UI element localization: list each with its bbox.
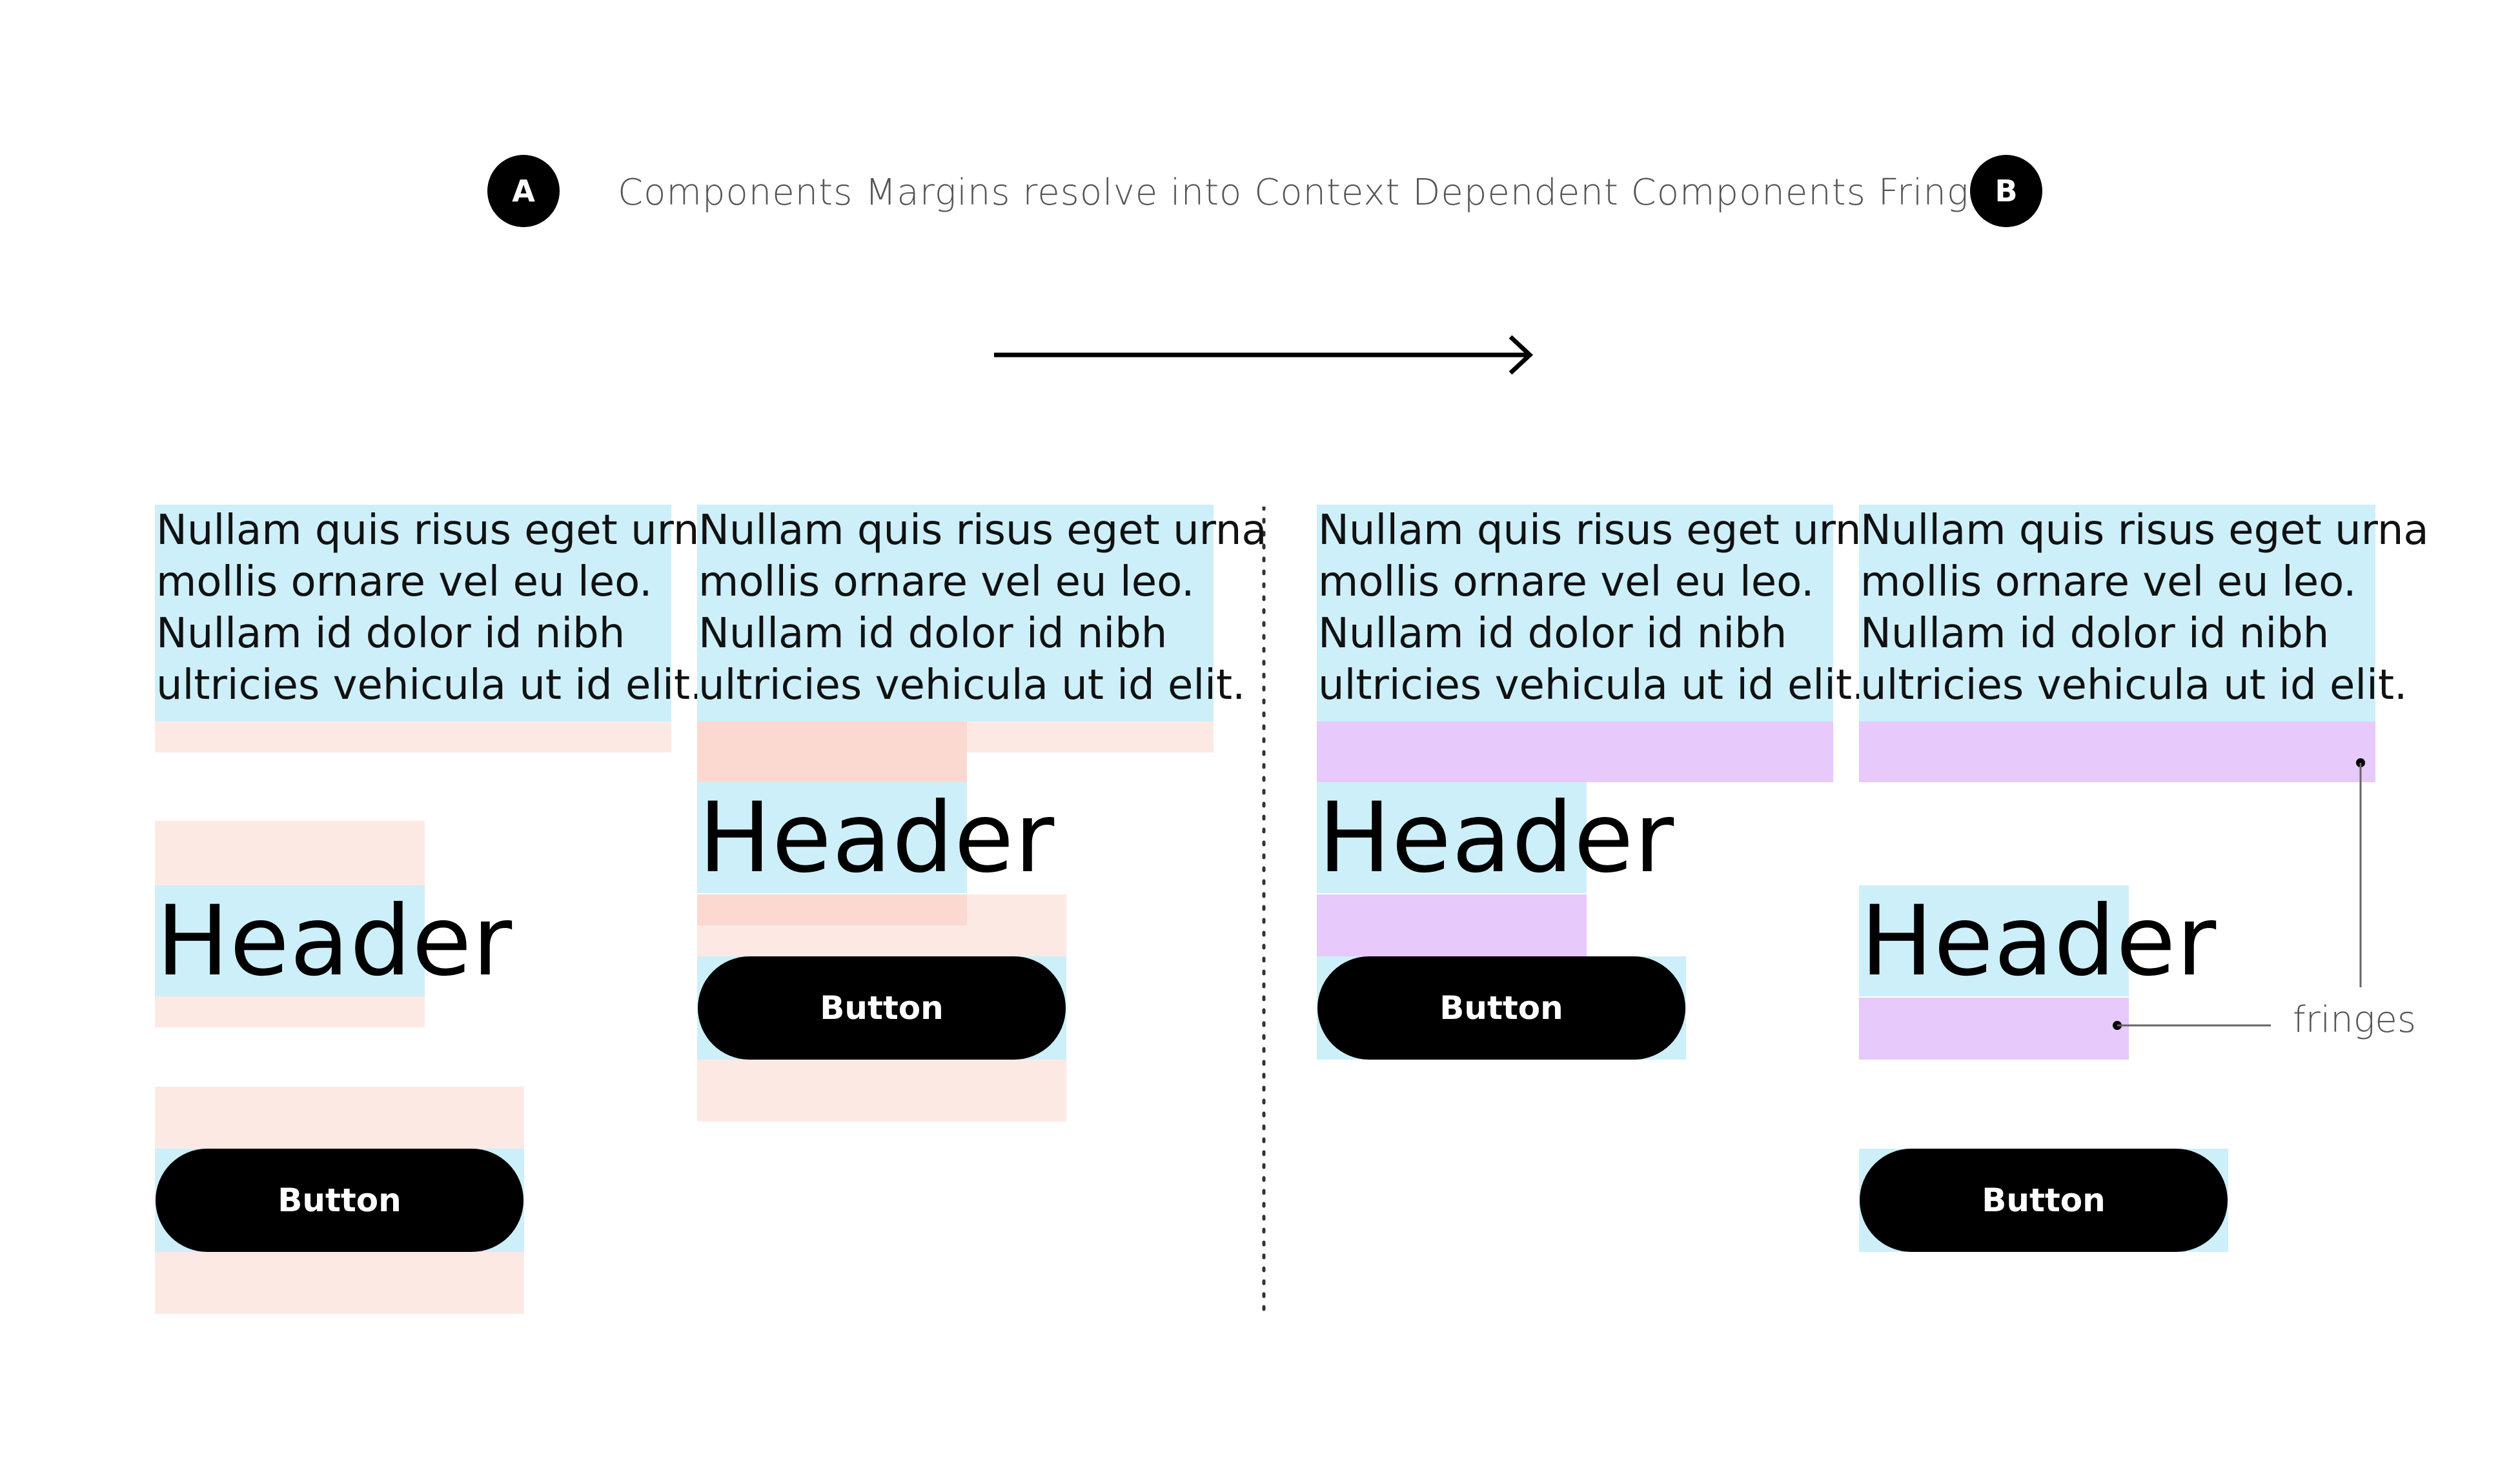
badge-b: B (1970, 155, 2042, 227)
b2-paragraph-fringe (1859, 721, 2375, 782)
b1-button[interactable]: Button (1317, 956, 1685, 1060)
paragraph-line: Nullam id dolor id nibh (1318, 610, 1787, 658)
arrow-right-icon (994, 335, 1534, 375)
a2-button-margin-bottom (697, 1060, 1066, 1122)
b2-header: Header (1860, 885, 2217, 998)
b2-button[interactable]: Button (1860, 1149, 2228, 1252)
badge-a-label: A (512, 174, 535, 208)
badge-b-label: B (1995, 174, 2018, 208)
paragraph-line: Nullam id dolor id nibh (156, 610, 625, 658)
b2-paragraph: Nullam quis risus eget urna mollis ornar… (1860, 505, 2429, 711)
a2-paragraph-content (697, 505, 1214, 721)
a1-paragraph: Nullam quis risus eget urna mollis ornar… (156, 505, 725, 711)
a2-header: Header (698, 782, 1055, 894)
paragraph-line: Nullam quis risus eget urna (1318, 507, 1887, 554)
a1-button-margin-top (155, 1087, 524, 1149)
a1-header-content (155, 885, 425, 996)
paragraph-line: mollis ornare vel eu leo. (1318, 558, 1814, 606)
caption: Components Margins resolve into Context … (618, 172, 2012, 214)
a1-paragraph-margin-bottom (155, 721, 671, 752)
a1-header: Header (156, 885, 513, 998)
a1-button-margin-bottom (155, 1252, 524, 1314)
paragraph-line: Nullam quis risus eget urna (1860, 507, 2429, 554)
b1-header-content (1317, 782, 1587, 893)
paragraph-line: Nullam id dolor id nibh (1860, 610, 2330, 658)
a2-button[interactable]: Button (698, 956, 1066, 1060)
paragraph-line: ultricies vehicula ut id elit. (1318, 661, 1865, 709)
b1-header-fringe (1317, 894, 1587, 956)
badge-a: A (487, 155, 560, 227)
fringes-leader-lines (2113, 758, 2365, 1030)
a1-header-margin-top (155, 821, 425, 885)
a1-button[interactable]: Button (156, 1149, 523, 1252)
paragraph-line: ultricies vehicula ut id elit. (698, 661, 1246, 709)
a1-header-margin-bottom (155, 996, 425, 1027)
a1-paragraph-content (155, 505, 671, 721)
paragraph-line: Nullam quis risus eget urna (156, 507, 725, 554)
divider-dotted (1262, 507, 1266, 1320)
paragraph-line: ultricies vehicula ut id elit. (156, 661, 704, 709)
b2-header-content (1859, 885, 2129, 996)
a2-margin-overlap-bottom (697, 894, 967, 925)
b1-header: Header (1318, 782, 1675, 894)
a2-paragraph: Nullam quis risus eget urna mollis ornar… (698, 505, 1267, 711)
paragraph-line: ultricies vehicula ut id elit. (1860, 661, 2408, 709)
paragraph-line: Nullam quis risus eget urna (698, 507, 1267, 554)
b1-paragraph-fringe (1317, 721, 1833, 782)
a2-margin-overlap-top (697, 721, 967, 782)
paragraph-line: mollis ornare vel eu leo. (1860, 558, 2357, 606)
paragraph-line: mollis ornare vel eu leo. (698, 558, 1195, 606)
paragraph-line: mollis ornare vel eu leo. (156, 558, 653, 606)
b1-paragraph-content (1317, 505, 1833, 721)
a2-header-content (697, 782, 967, 893)
b2-header-fringe (1859, 998, 2129, 1060)
b2-paragraph-content (1859, 505, 2375, 721)
paragraph-line: Nullam id dolor id nibh (698, 610, 1168, 658)
fringes-label: fringes (2293, 999, 2417, 1041)
b1-paragraph: Nullam quis risus eget urna mollis ornar… (1318, 505, 1887, 711)
